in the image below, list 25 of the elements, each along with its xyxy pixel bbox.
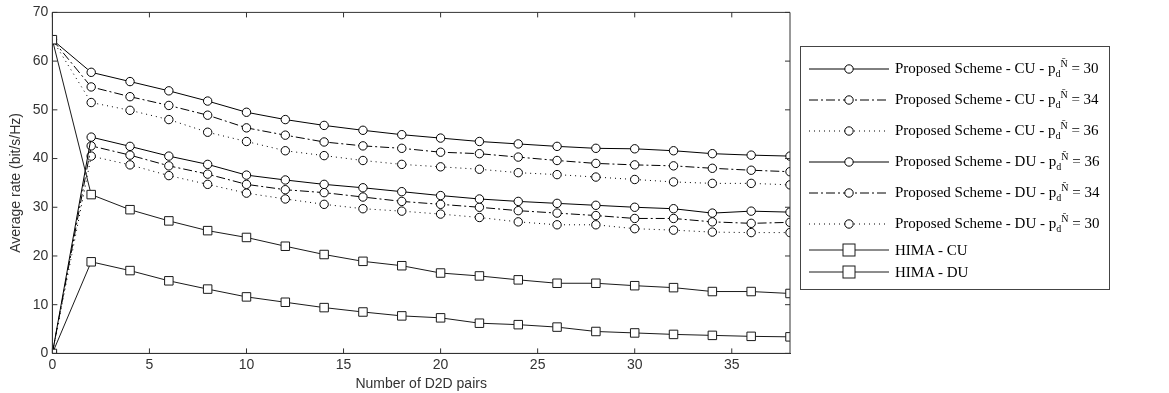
x-tick-label: 35 — [723, 355, 740, 372]
x-tick-label: 10 — [238, 355, 255, 372]
text: Proposed Scheme - DU - p$_{d}$$^{N̄}$ = 30 — [895, 213, 1100, 234]
y-axis-title: Average rate (bit/s/Hz) — [7, 113, 24, 253]
x-tick-label: 15 — [335, 355, 352, 372]
text: Proposed Scheme - CU - p$_{d}$$^{N̄}$ = 34 — [895, 89, 1099, 110]
y-tick-label: 0 — [40, 344, 49, 361]
y-tick-label: 40 — [32, 149, 49, 166]
text: Proposed Scheme - CU - p$_{d}$$^{N̄}$ = 30 — [895, 58, 1099, 79]
text: Proposed Scheme - CU - p$_{d}$$^{N̄}$ = 36 — [895, 120, 1099, 141]
x-axis-title: Number of D2D pairs — [355, 375, 487, 392]
text: Proposed Scheme - DU - p$_{d}$$^{N̄}$ = 36 — [895, 151, 1100, 172]
text: Proposed Scheme - DU - p$_{d}$$^{N̄}$ = 34 — [895, 182, 1100, 203]
y-tick-label: 70 — [32, 3, 49, 20]
x-tick-label: 30 — [626, 355, 643, 372]
x-tick-label: 25 — [529, 355, 546, 372]
y-tick-label: 50 — [32, 100, 49, 117]
text: HIMA - CU — [895, 241, 968, 259]
x-tick-label: 5 — [145, 355, 154, 372]
y-tick-label: 30 — [32, 198, 49, 215]
text: HIMA - DU — [895, 263, 969, 281]
y-tick-label: 20 — [32, 246, 49, 263]
x-tick-label: 20 — [432, 355, 449, 372]
y-tick-label: 60 — [32, 51, 49, 68]
y-tick-label: 10 — [32, 295, 49, 312]
